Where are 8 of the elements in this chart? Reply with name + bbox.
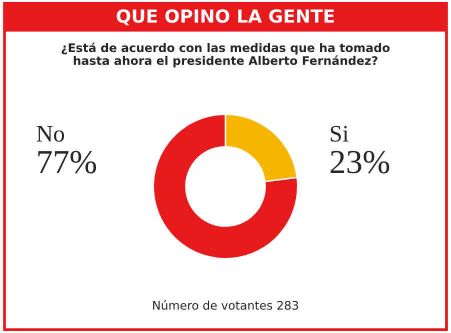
donut-slice [152, 114, 298, 260]
slice-label: No [36, 126, 64, 142]
slice-label: Si [330, 126, 348, 142]
text: Número de votantes 283 [153, 300, 298, 310]
chart-title: QUE OPINO LA GENTE [116, 9, 334, 26]
data-label: 23% [330, 150, 390, 174]
chart-subtitle: ¿Está de acuerdo con las medidas que ha tomado hasta ahora el presidente Alberto Fernández? [62, 42, 390, 68]
data-label: 77% [38, 150, 96, 174]
